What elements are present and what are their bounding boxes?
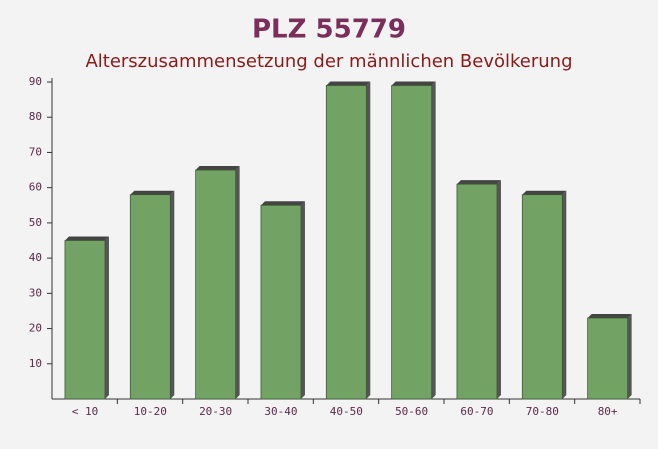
bar-side: [562, 190, 567, 399]
x-tick-label: 20-30: [199, 405, 232, 418]
bar-side: [300, 201, 305, 399]
x-tick-label: 60-70: [460, 405, 493, 418]
y-tick-label: 30: [29, 286, 42, 299]
bar-side: [235, 166, 240, 399]
x-tick-label: 10-20: [134, 405, 167, 418]
bar-top: [260, 201, 305, 206]
bar-side: [496, 180, 501, 399]
y-tick-label: 50: [29, 216, 42, 229]
x-tick-label: 50-60: [395, 405, 428, 418]
bar-top: [326, 81, 371, 86]
bar-top: [130, 190, 175, 195]
bar-side: [366, 81, 371, 400]
x-tick-label: < 10: [72, 405, 99, 418]
bar-top: [64, 236, 109, 241]
y-tick-label: 70: [29, 145, 42, 158]
x-tick-label: 40-50: [330, 405, 363, 418]
bar: [391, 85, 433, 400]
chart-title: PLZ 55779: [252, 15, 406, 45]
bar: [64, 240, 106, 400]
bar: [587, 317, 629, 400]
y-tick-label: 20: [29, 322, 42, 335]
bar: [260, 204, 302, 400]
bar-side: [170, 190, 175, 399]
bar: [195, 169, 237, 400]
chart-subtitle: Alterszusammensetzung der männlichen Bev…: [85, 51, 572, 72]
x-tick-label: 30-40: [264, 405, 297, 418]
bar: [521, 194, 563, 400]
bar: [456, 183, 498, 400]
x-tick-label: 80+: [598, 405, 618, 418]
bar-side: [104, 236, 109, 399]
y-tick-label: 90: [29, 75, 42, 88]
bar-side: [431, 81, 436, 400]
bar-top: [391, 81, 436, 86]
y-tick-label: 60: [29, 181, 42, 194]
y-tick-label: 80: [29, 110, 42, 123]
bar: [129, 194, 171, 400]
bar-top: [522, 190, 567, 195]
bar-top: [195, 166, 240, 171]
bar: [325, 85, 367, 400]
y-tick-label: 40: [29, 251, 42, 264]
bar-top: [587, 313, 632, 318]
bar-top: [456, 180, 501, 185]
x-tick-label: 70-80: [526, 405, 559, 418]
bar-side: [627, 313, 632, 399]
y-tick-label: 10: [29, 357, 42, 370]
